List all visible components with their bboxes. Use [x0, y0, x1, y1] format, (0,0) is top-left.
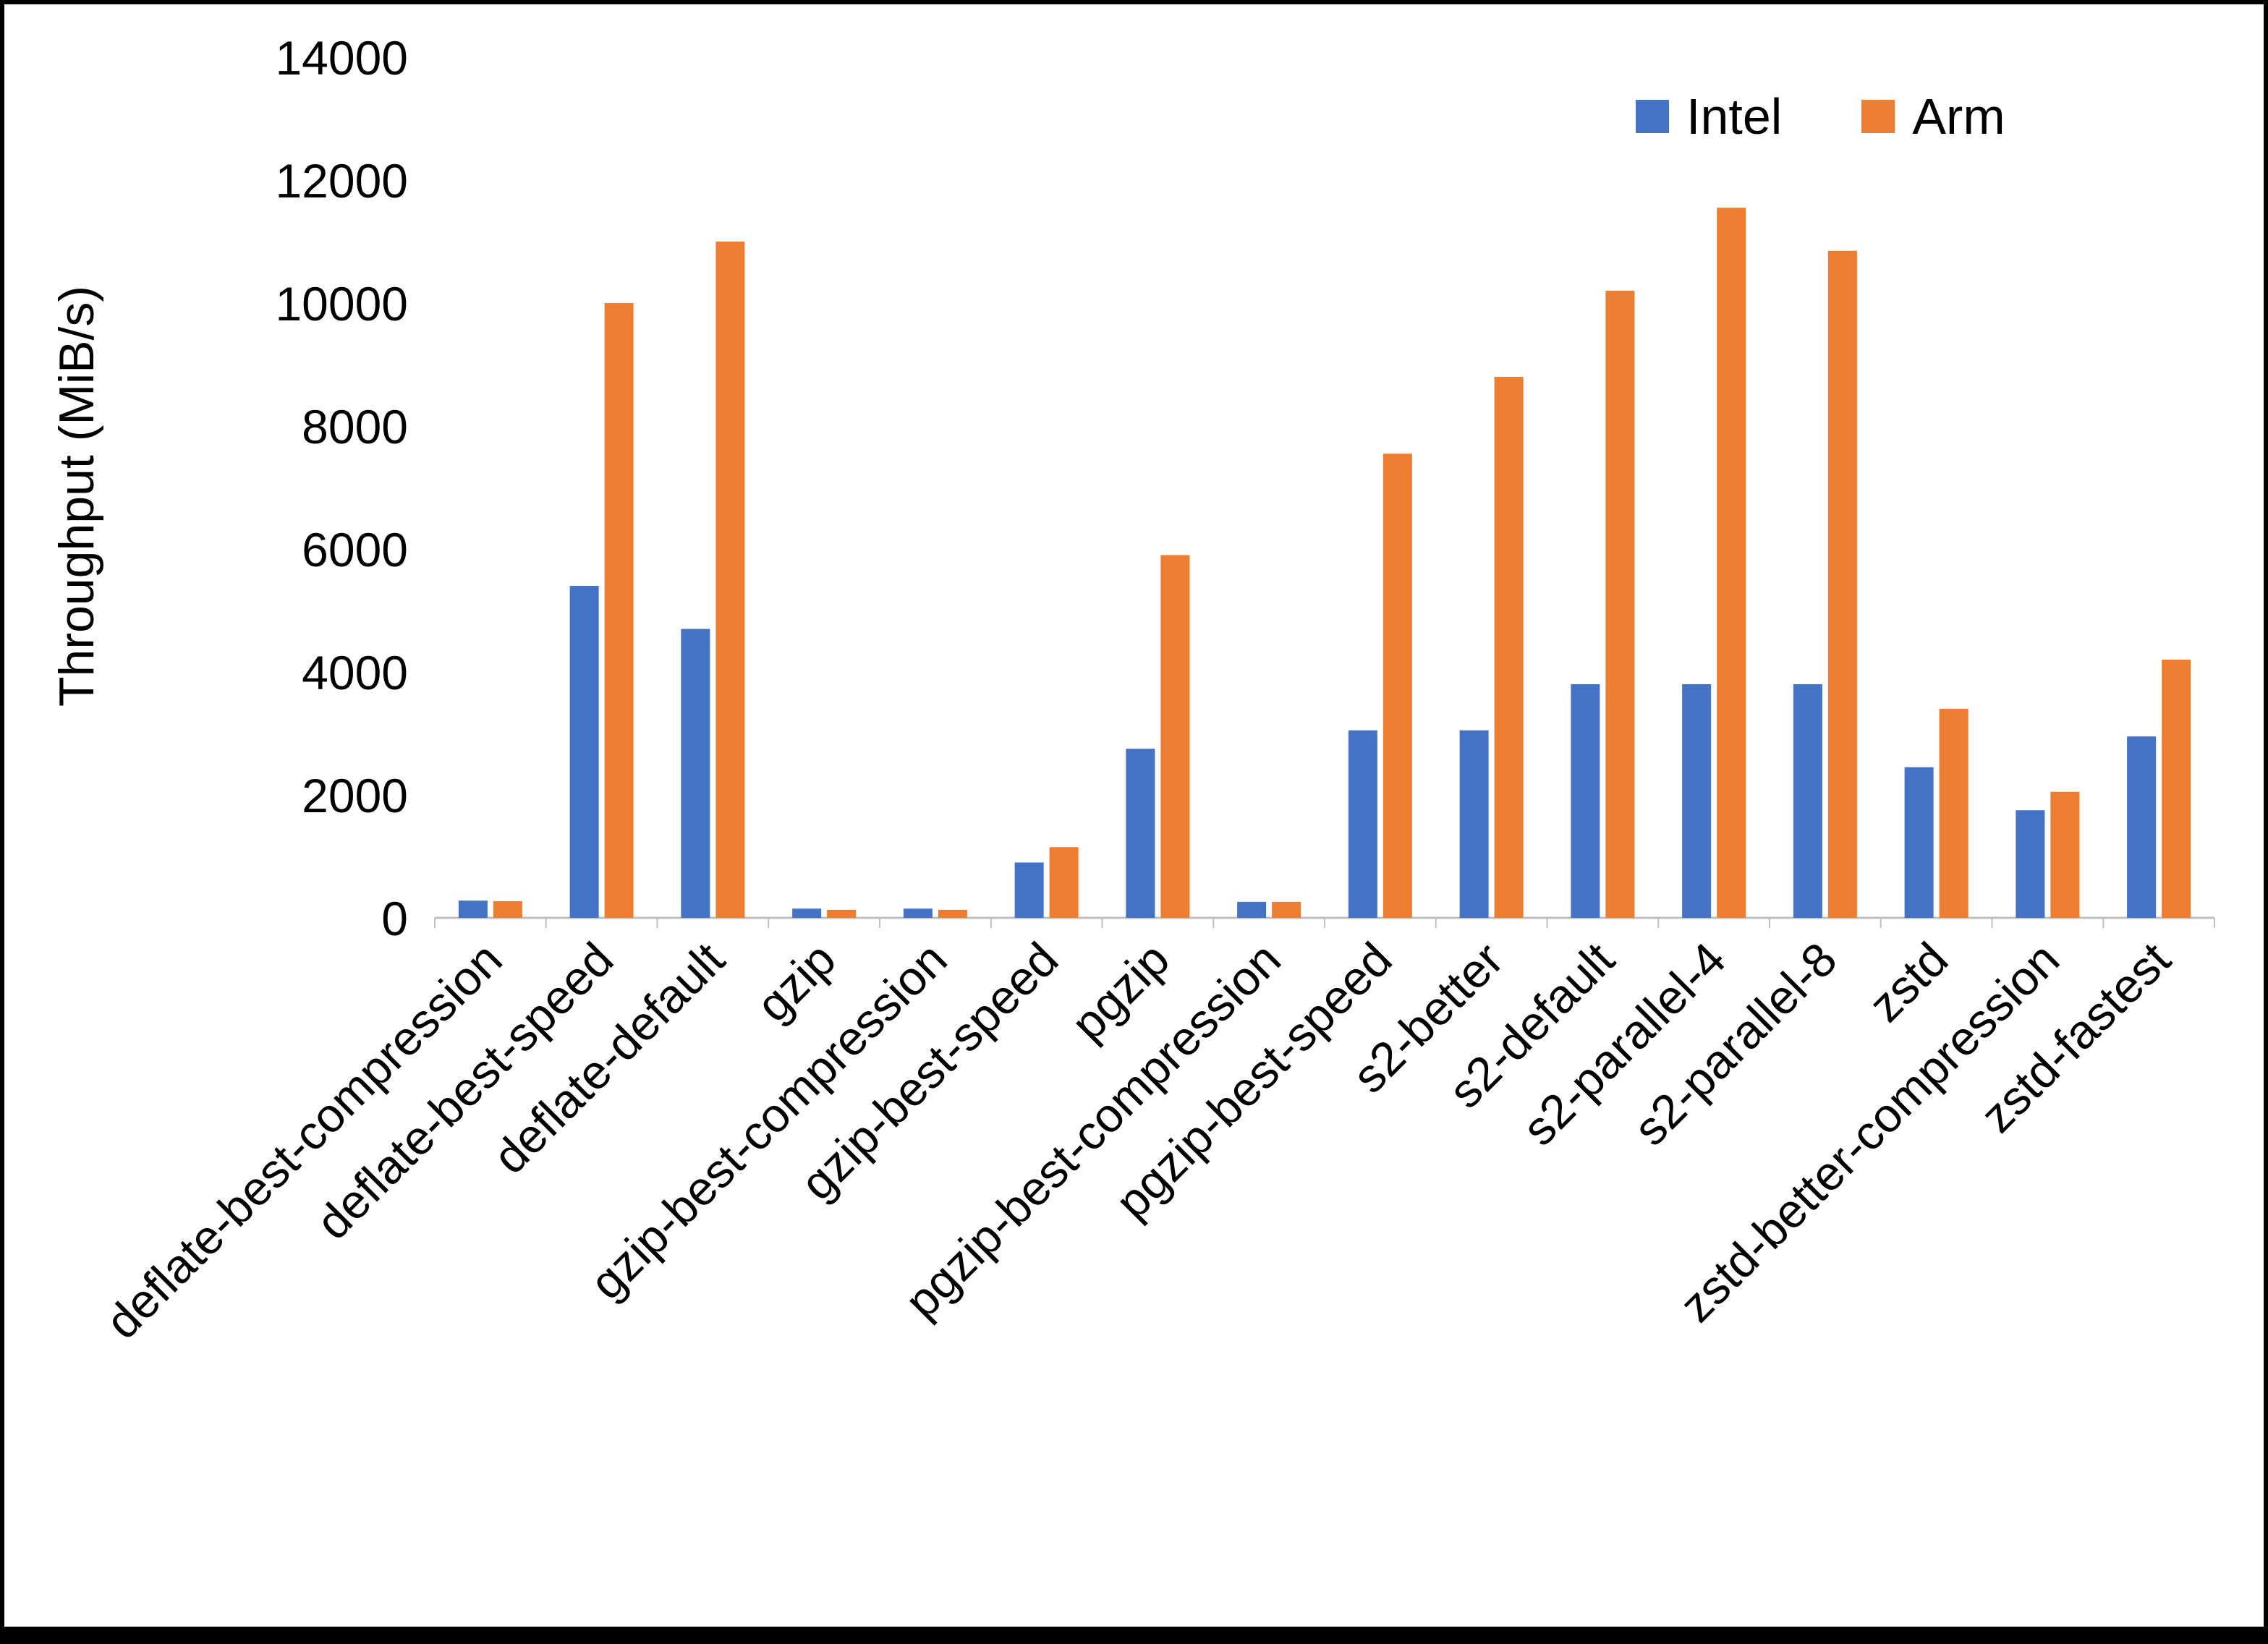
y-tick-label: 4000 — [302, 646, 408, 699]
bar-intel-s2-parallel-8 — [1793, 684, 1822, 918]
arm-legend-swatch — [1861, 100, 1895, 133]
bar-intel-zstd-better-compression — [2016, 810, 2045, 918]
bar-intel-pgzip — [1126, 749, 1155, 918]
bar-intel-gzip-best-compression — [903, 908, 933, 918]
bar-arm-zstd-better-compression — [2050, 791, 2080, 918]
bar-arm-deflate-best-compression — [493, 901, 522, 918]
bar-intel-s2-default — [1571, 684, 1600, 918]
y-tick-label: 12000 — [275, 154, 408, 208]
bar-arm-deflate-best-speed — [604, 303, 634, 918]
bar-intel-zstd — [1904, 767, 1934, 918]
bar-intel-zstd-fastest — [2127, 736, 2157, 918]
bar-intel-deflate-default — [681, 629, 710, 918]
bar-arm-zstd — [1939, 709, 1968, 918]
bar-arm-s2-better — [1494, 377, 1524, 918]
intel-legend-swatch — [1636, 100, 1669, 133]
y-tick-label: 0 — [381, 892, 408, 945]
bar-arm-s2-parallel-4 — [1717, 208, 1746, 918]
bar-intel-gzip — [792, 908, 822, 918]
bar-intel-pgzip-best-compression — [1237, 901, 1267, 918]
bar-arm-gzip-best-speed — [1049, 847, 1079, 918]
legend-item-intel: Intel — [1636, 88, 1782, 145]
bar-arm-pgzip-best-speed — [1383, 453, 1412, 918]
y-tick-label: 6000 — [302, 523, 408, 576]
y-tick-label: 14000 — [275, 31, 408, 85]
bar-arm-s2-default — [1605, 291, 1635, 918]
y-tick-label: 8000 — [302, 400, 408, 453]
bar-chart: 02000400060008000100001200014000deflate-… — [95, 31, 2215, 1349]
x-category-label: zstd — [1859, 932, 1958, 1032]
bar-arm-pgzip-best-compression — [1272, 901, 1301, 918]
bar-intel-s2-parallel-4 — [1682, 684, 1712, 918]
intel-legend-label: Intel — [1686, 88, 1783, 145]
bar-arm-deflate-default — [715, 242, 745, 918]
bar-intel-deflate-best-speed — [569, 586, 599, 918]
bar-intel-gzip-best-speed — [1014, 862, 1044, 918]
bar-arm-pgzip — [1160, 555, 1190, 918]
bar-intel-s2-better — [1459, 730, 1489, 918]
bar-arm-s2-parallel-8 — [1827, 250, 1857, 918]
bar-arm-zstd-fastest — [2162, 660, 2191, 918]
bottom-border — [4, 1627, 2264, 1640]
bar-arm-gzip — [827, 909, 857, 918]
legend-item-arm: Arm — [1861, 88, 2005, 145]
y-tick-label: 10000 — [275, 277, 408, 331]
legend: Intel Arm — [1636, 88, 2005, 145]
bar-intel-deflate-best-compression — [458, 900, 488, 918]
y-tick-label: 2000 — [302, 769, 408, 822]
bar-arm-gzip-best-compression — [938, 909, 967, 918]
bar-intel-pgzip-best-speed — [1348, 730, 1377, 918]
arm-legend-label: Arm — [1912, 88, 2005, 145]
x-category-label: gzip — [746, 932, 846, 1032]
